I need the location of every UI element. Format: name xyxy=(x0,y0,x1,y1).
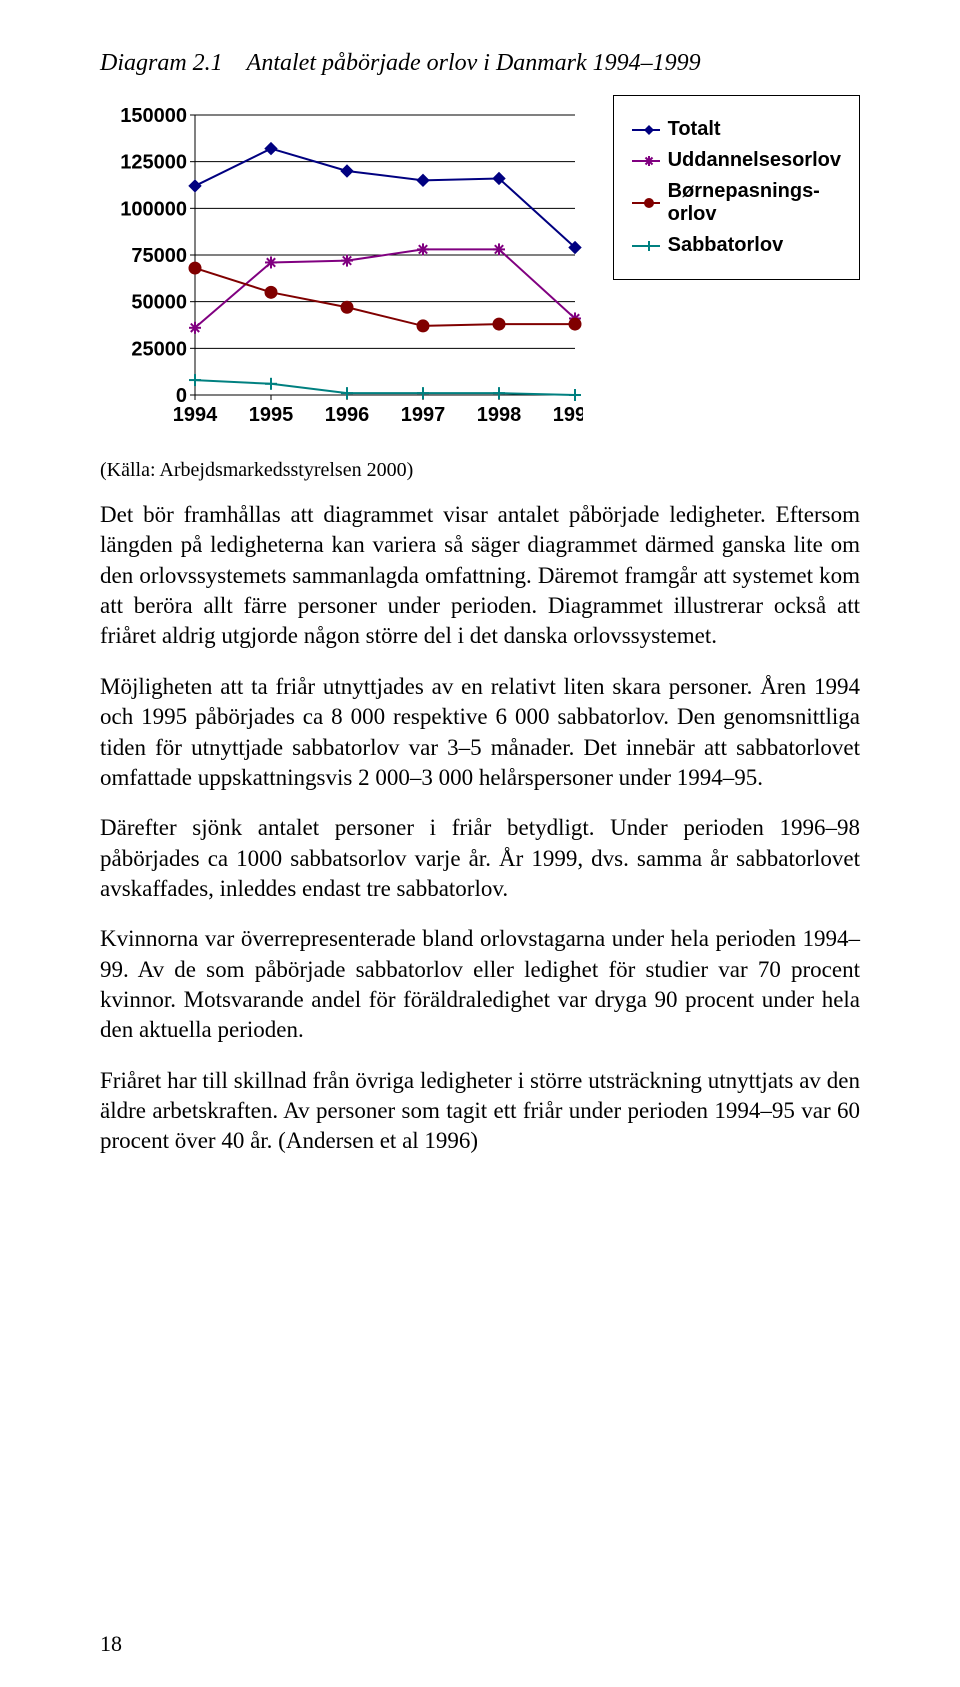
figure-title: Diagram 2.1 Antalet påbörjade orlov i Da… xyxy=(100,50,860,77)
paragraph-3: Därefter sjönk antalet personer i friår … xyxy=(100,813,860,904)
svg-text:25000: 25000 xyxy=(131,338,187,360)
legend-label: Totalt xyxy=(668,118,721,141)
legend-item: Børnepasnings-orlov xyxy=(632,180,841,226)
legend-item: Uddannelsesorlov xyxy=(632,149,841,172)
paragraph-4: Kvinnorna var överrepresenterade bland o… xyxy=(100,924,860,1045)
svg-text:1997: 1997 xyxy=(401,404,446,426)
paragraph-2: Möjligheten att ta friår utnyttjades av … xyxy=(100,672,860,793)
svg-text:1995: 1995 xyxy=(249,404,294,426)
svg-text:100000: 100000 xyxy=(120,198,187,220)
svg-text:1999: 1999 xyxy=(553,404,583,426)
legend-item: Totalt xyxy=(632,118,841,141)
paragraph-5: Friåret har till skillnad från övriga le… xyxy=(100,1066,860,1157)
svg-text:125000: 125000 xyxy=(120,152,187,174)
legend-label: Sabbatorlov xyxy=(668,234,784,257)
source-note: (Källa: Arbejdsmarkedsstyrelsen 2000) xyxy=(100,459,860,482)
svg-text:150000: 150000 xyxy=(120,105,187,127)
svg-text:1998: 1998 xyxy=(477,404,522,426)
paragraph-1: Det bör framhållas att diagrammet visar … xyxy=(100,500,860,652)
figure-caption: Antalet påbörjade orlov i Danmark 1994–1… xyxy=(247,50,701,76)
chart-block: 0250005000075000100000125000150000199419… xyxy=(100,95,860,435)
svg-text:75000: 75000 xyxy=(131,245,187,267)
svg-text:1996: 1996 xyxy=(325,404,370,426)
legend-label: Uddannelsesorlov xyxy=(668,149,841,172)
svg-text:50000: 50000 xyxy=(131,292,187,314)
svg-text:1994: 1994 xyxy=(173,404,218,426)
page-number: 18 xyxy=(100,1631,122,1657)
legend-item: Sabbatorlov xyxy=(632,234,841,257)
figure-label: Diagram 2.1 xyxy=(100,50,223,76)
legend-label: Børnepasnings-orlov xyxy=(668,180,820,226)
chart-legend: Totalt Uddannelsesorlov Børnepasnings-orlo… xyxy=(613,95,860,280)
line-chart: 0250005000075000100000125000150000199419… xyxy=(100,95,583,435)
